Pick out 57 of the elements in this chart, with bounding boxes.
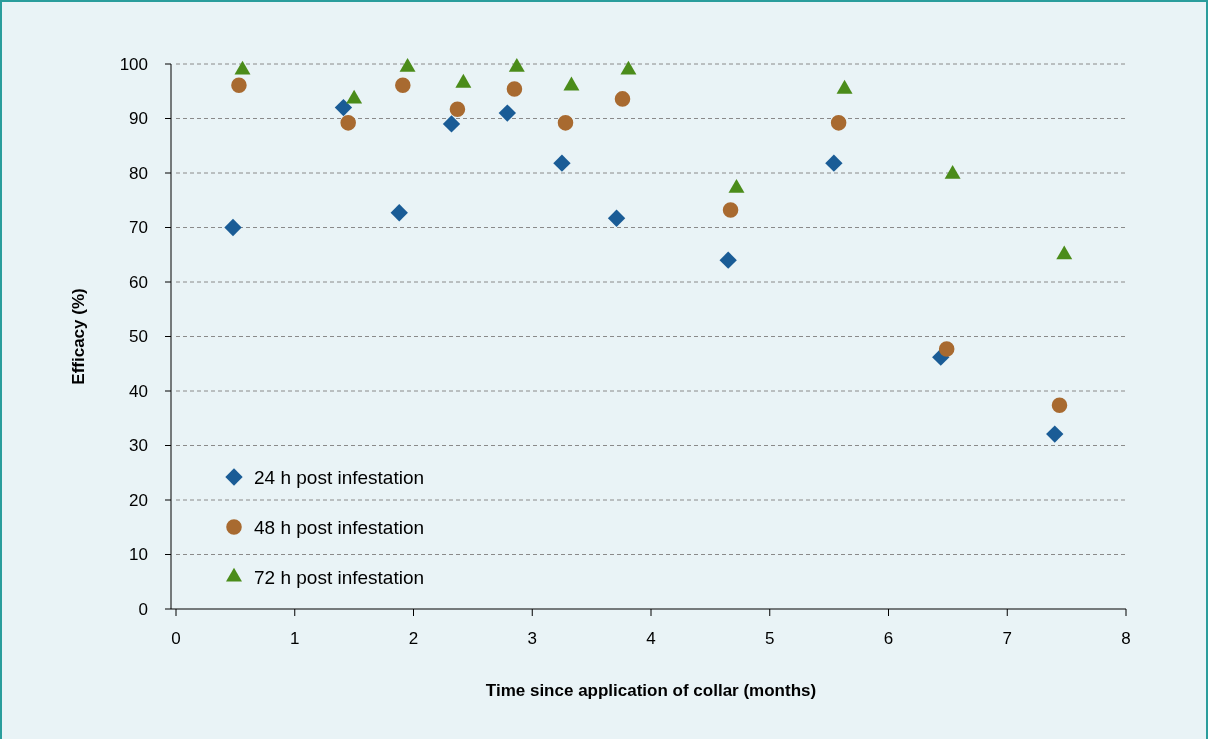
x-tick-label: 6: [883, 629, 894, 648]
y-tick-label: 30: [129, 436, 148, 456]
point: [553, 154, 571, 172]
point: [508, 58, 525, 72]
point: [620, 60, 637, 75]
y-axis-title: Efficacy (%): [69, 288, 88, 385]
x-axis-title: Time since application of collar (months): [485, 681, 817, 700]
x-tick-label: 0: [171, 629, 181, 648]
y-tick-label: 80: [129, 163, 148, 183]
point: [234, 60, 251, 75]
point: [399, 58, 416, 72]
point: [830, 115, 847, 131]
point: [442, 115, 461, 133]
y-tick-label: 40: [129, 381, 148, 401]
legend-label: 72 h post infestation: [254, 566, 425, 588]
y-tick-label: 20: [129, 490, 148, 510]
point: [334, 98, 353, 117]
x-tick-label: 7: [1002, 629, 1012, 648]
legend-label: 48 h post infestation: [254, 516, 425, 538]
y-tick-label: 90: [129, 109, 148, 129]
x-tick-label: 1: [290, 629, 300, 648]
point: [722, 202, 739, 218]
point: [449, 101, 466, 117]
point: [346, 89, 363, 104]
legend-label: 24 h post infestation: [254, 466, 425, 488]
y-tick-label: 100: [119, 54, 148, 74]
point: [455, 73, 472, 88]
point: [224, 218, 242, 237]
y-tick-label: 0: [138, 599, 148, 619]
point: [944, 164, 961, 179]
point: [1051, 397, 1068, 413]
point: [395, 77, 411, 94]
x-tick-label: 3: [527, 629, 537, 648]
x-tick-label: 2: [408, 629, 419, 648]
point: [557, 115, 574, 131]
x-tick-label: 8: [1121, 629, 1131, 648]
point: [231, 77, 247, 94]
point: [836, 79, 853, 94]
point: [614, 91, 631, 107]
point: [607, 209, 626, 227]
point: [719, 251, 737, 269]
y-tick-label: 10: [129, 545, 148, 565]
point: [506, 81, 523, 97]
point: [340, 115, 356, 131]
point: [825, 154, 843, 172]
y-tick-label: 50: [129, 327, 148, 347]
x-tick-label: 4: [646, 629, 656, 648]
point: [1056, 245, 1073, 260]
y-tick-label: 70: [129, 218, 148, 238]
point: [498, 104, 516, 122]
point: [390, 204, 408, 222]
point: [563, 76, 580, 91]
y-tick-label: 60: [129, 272, 148, 292]
point: [938, 341, 955, 357]
point: [728, 179, 745, 193]
x-tick-label: 5: [765, 629, 775, 648]
point: [1046, 425, 1064, 443]
